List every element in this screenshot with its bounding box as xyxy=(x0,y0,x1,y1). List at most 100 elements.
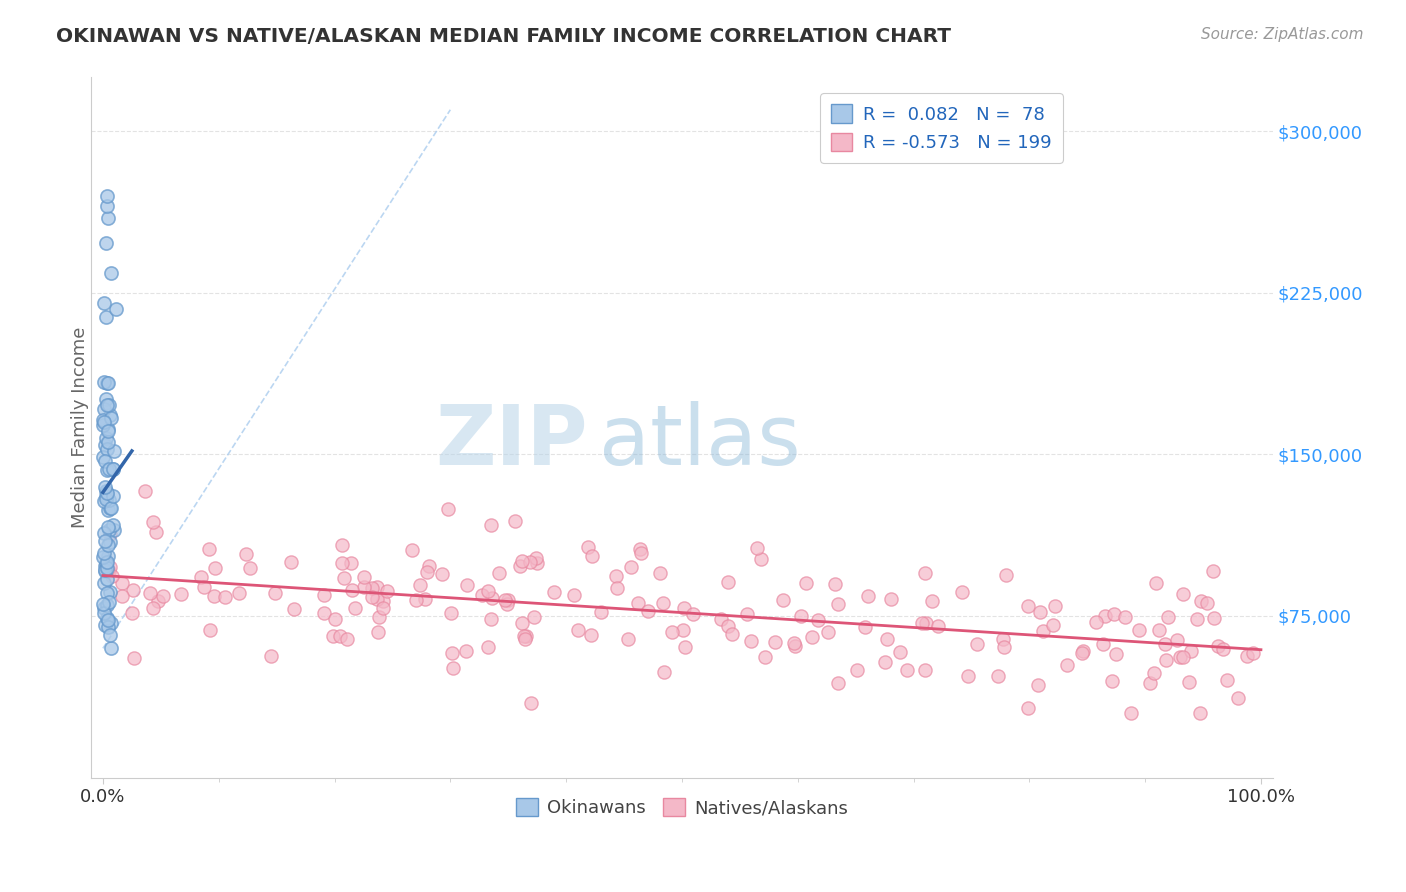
Point xyxy=(342,583,364,598)
Point xyxy=(101,462,124,476)
Point xyxy=(994,568,1017,582)
Point xyxy=(416,565,439,579)
Point xyxy=(314,606,336,620)
Text: OKINAWAN VS NATIVE/ALASKAN MEDIAN FAMILY INCOME CORRELATION CHART: OKINAWAN VS NATIVE/ALASKAN MEDIAN FAMILY… xyxy=(56,27,952,45)
Point xyxy=(1180,643,1202,657)
Point xyxy=(503,514,526,528)
Point xyxy=(1212,641,1234,656)
Point xyxy=(93,415,115,429)
Point xyxy=(782,636,804,650)
Point xyxy=(1144,576,1167,591)
Point xyxy=(817,624,839,639)
Point xyxy=(366,580,388,594)
Point xyxy=(513,632,536,646)
Point xyxy=(228,586,250,600)
Point xyxy=(526,556,548,570)
Point xyxy=(1202,611,1225,625)
Point xyxy=(93,454,115,468)
Point xyxy=(96,586,118,600)
Point xyxy=(100,266,122,280)
Point xyxy=(567,624,589,638)
Point xyxy=(682,607,704,621)
Point xyxy=(1177,674,1199,689)
Point xyxy=(1206,639,1229,653)
Point xyxy=(1028,605,1050,619)
Y-axis label: Median Family Income: Median Family Income xyxy=(72,326,89,528)
Point xyxy=(993,640,1015,654)
Point xyxy=(260,649,283,664)
Point xyxy=(91,413,114,427)
Point xyxy=(661,625,683,640)
Point xyxy=(367,625,389,640)
Point xyxy=(1216,673,1239,687)
Point xyxy=(440,606,463,620)
Point xyxy=(1188,706,1211,720)
Point xyxy=(97,492,120,507)
Text: ZIP: ZIP xyxy=(434,401,588,482)
Point xyxy=(100,501,122,516)
Point xyxy=(1071,643,1094,657)
Point xyxy=(749,552,772,566)
Point xyxy=(344,600,367,615)
Point xyxy=(1043,599,1066,613)
Point xyxy=(98,500,121,515)
Point xyxy=(914,664,936,678)
Point xyxy=(853,620,876,634)
Point xyxy=(654,665,676,679)
Point xyxy=(543,585,565,599)
Point xyxy=(1028,678,1050,692)
Point xyxy=(91,597,114,611)
Point xyxy=(740,634,762,648)
Point xyxy=(353,580,375,594)
Point xyxy=(717,574,740,589)
Point xyxy=(96,561,118,575)
Point xyxy=(620,560,643,574)
Point xyxy=(581,549,603,563)
Point xyxy=(94,533,117,548)
Point xyxy=(198,623,221,637)
Point xyxy=(142,601,165,615)
Point xyxy=(97,549,120,563)
Point xyxy=(152,589,174,603)
Point xyxy=(94,431,117,445)
Point xyxy=(1091,637,1114,651)
Point xyxy=(146,593,169,607)
Point xyxy=(371,594,394,608)
Point xyxy=(1171,587,1194,601)
Point xyxy=(471,588,494,602)
Point xyxy=(1071,646,1094,660)
Point xyxy=(1101,674,1123,689)
Point xyxy=(202,589,225,603)
Point xyxy=(94,438,117,452)
Point xyxy=(966,637,988,651)
Point xyxy=(1119,706,1142,720)
Point xyxy=(481,612,503,626)
Point xyxy=(494,593,516,607)
Point xyxy=(717,618,740,632)
Point xyxy=(735,607,758,621)
Point xyxy=(671,624,693,638)
Point xyxy=(98,585,121,599)
Point xyxy=(441,661,464,675)
Point xyxy=(145,524,167,539)
Point xyxy=(523,610,546,624)
Point xyxy=(1094,609,1116,624)
Point xyxy=(134,483,156,498)
Point xyxy=(956,669,979,683)
Point xyxy=(98,560,121,574)
Point xyxy=(96,598,118,612)
Point xyxy=(1143,666,1166,681)
Point xyxy=(1236,648,1258,663)
Point xyxy=(170,587,193,601)
Text: Source: ZipAtlas.com: Source: ZipAtlas.com xyxy=(1201,27,1364,42)
Point xyxy=(94,479,117,493)
Point xyxy=(103,523,125,537)
Point xyxy=(477,640,499,654)
Point xyxy=(96,199,118,213)
Point xyxy=(1166,632,1188,647)
Point xyxy=(336,632,359,647)
Point xyxy=(197,542,219,557)
Point xyxy=(1197,596,1219,610)
Point xyxy=(1147,623,1170,637)
Point xyxy=(796,575,818,590)
